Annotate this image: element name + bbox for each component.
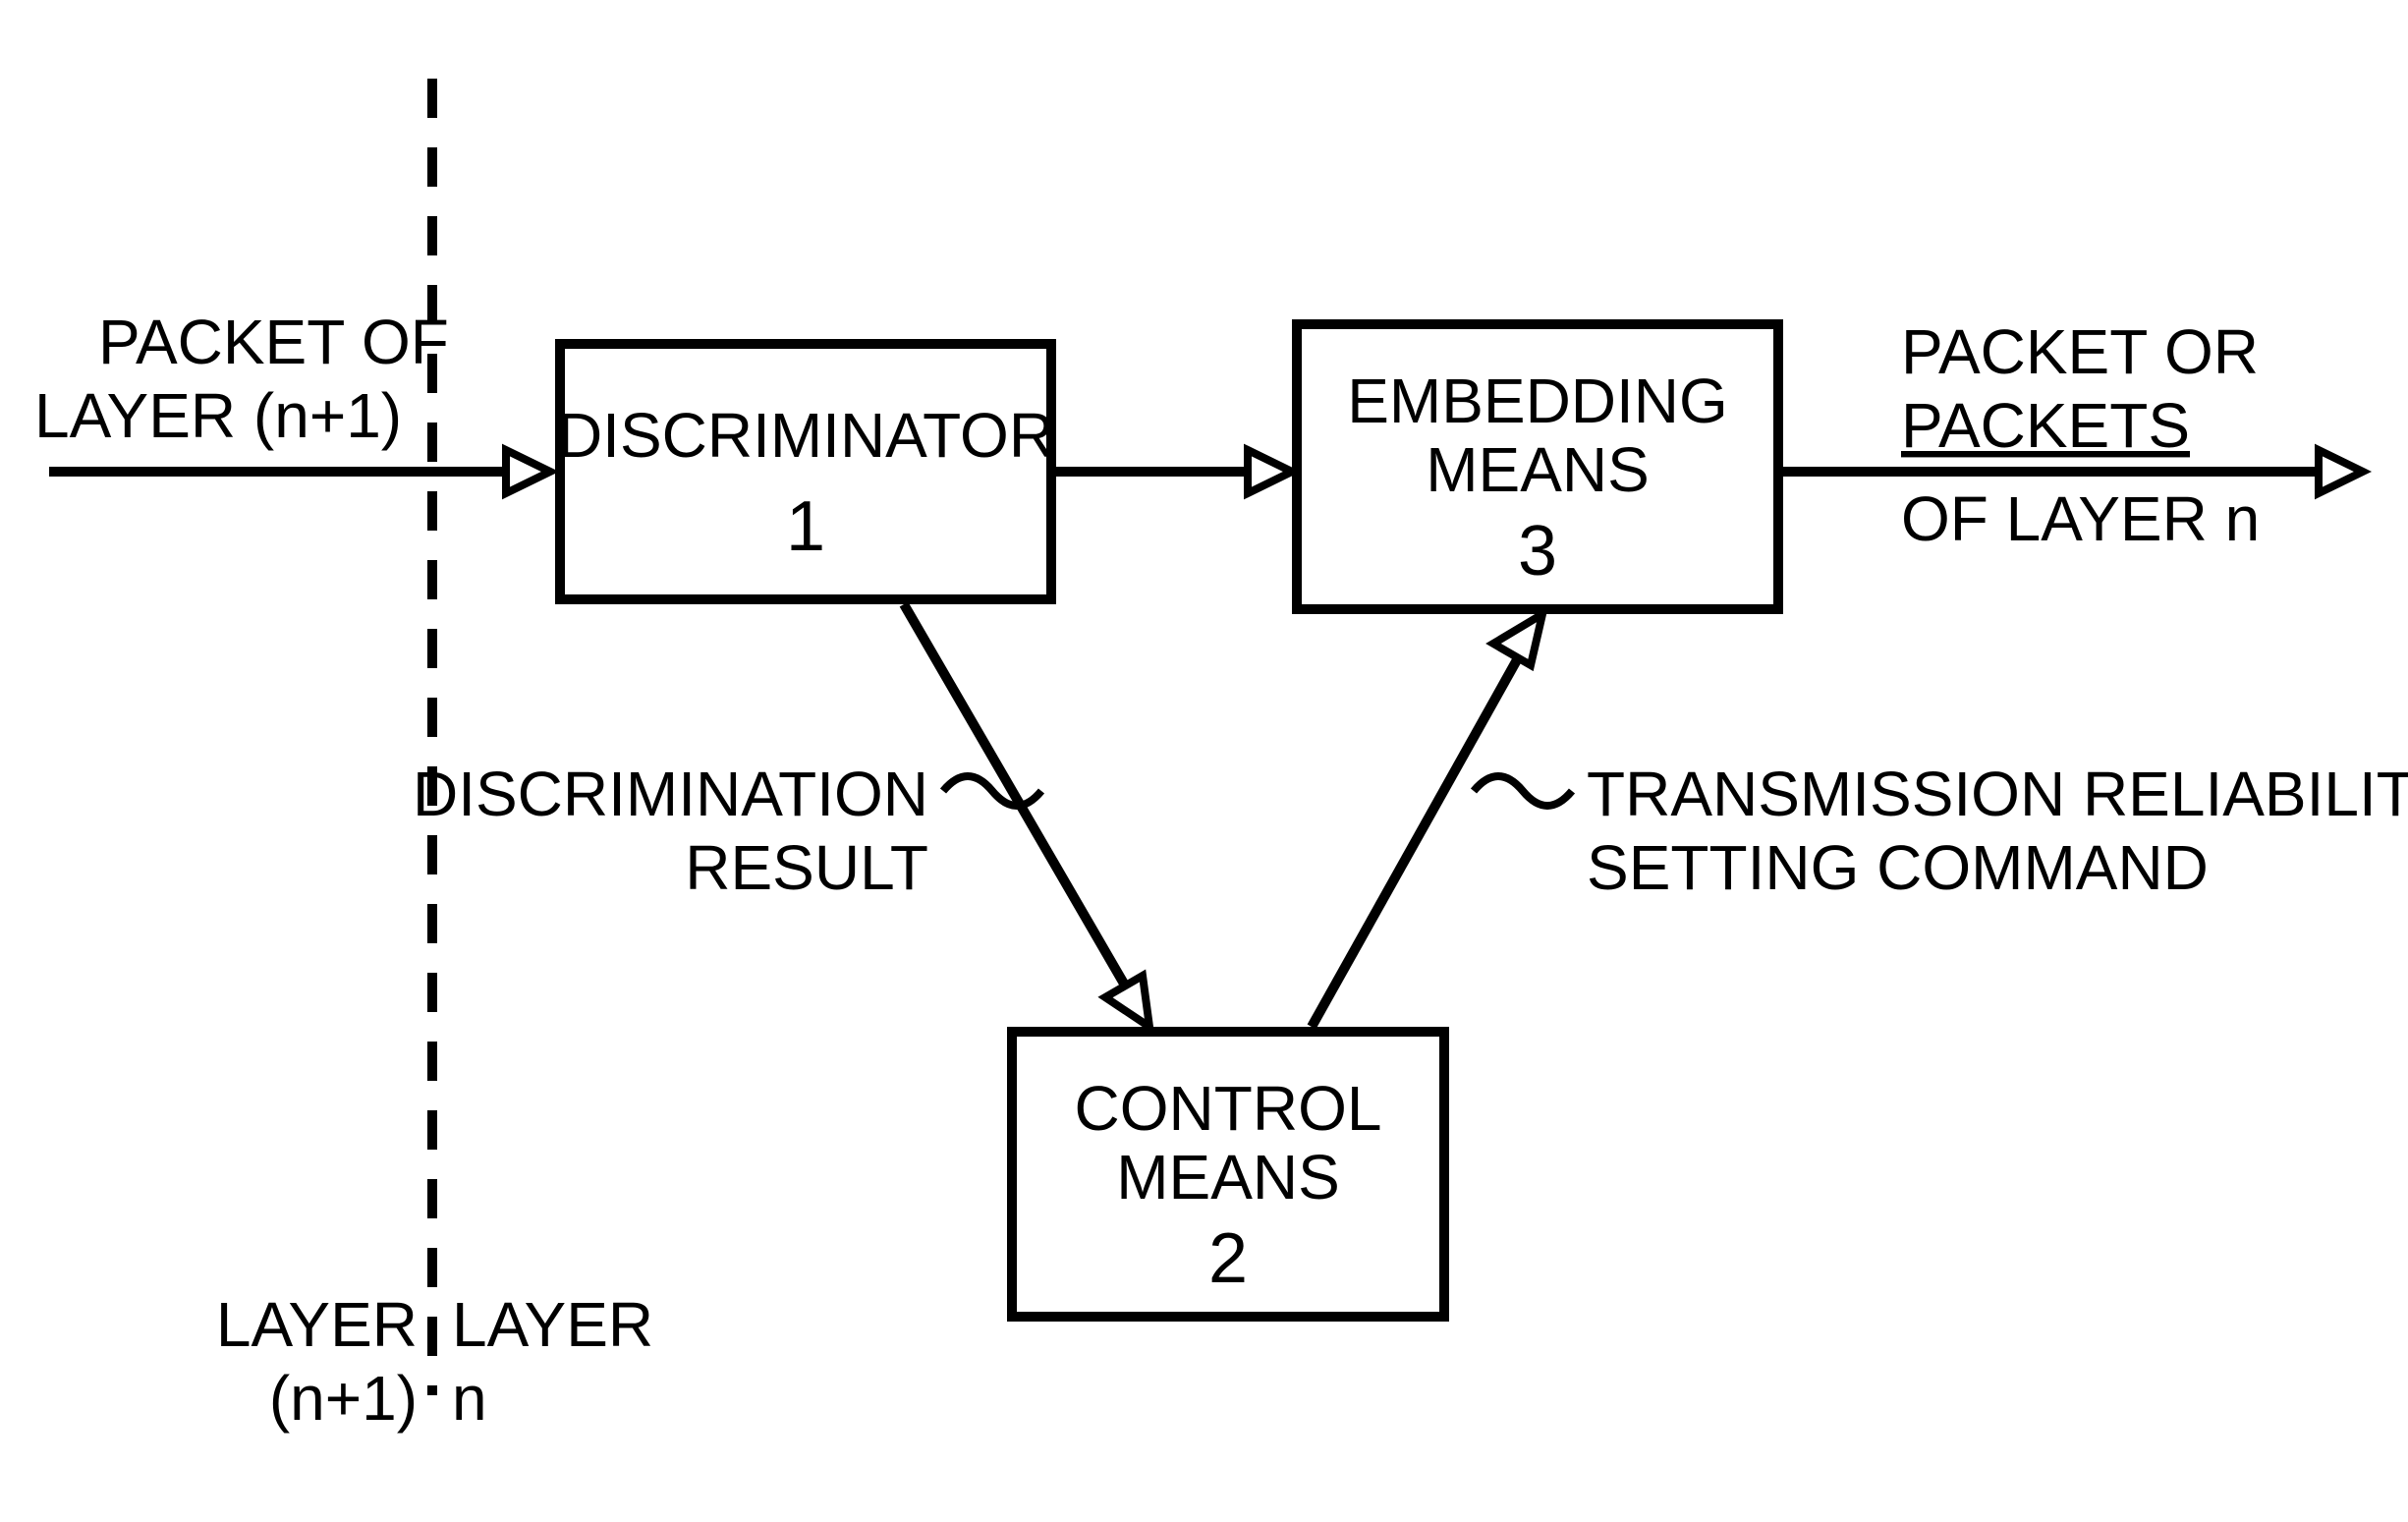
label-disc-res-2: RESULT (685, 832, 928, 903)
label-layer-left-2: (n+1) (269, 1363, 418, 1434)
box-control-num: 2 (1208, 1219, 1248, 1298)
label-disc-res-1: DISCRIMINATION (413, 759, 928, 829)
label-out-3: OF LAYER n (1901, 483, 2260, 554)
label-out-1: PACKET OR (1901, 316, 2259, 387)
arrow-ctrl-emb (1312, 641, 1528, 1027)
label-layer-right-2: n (452, 1363, 487, 1434)
arrowhead-in (506, 450, 550, 493)
label-in-2: LAYER (n+1) (34, 380, 402, 451)
arrowhead-ctrl-emb (1493, 614, 1542, 665)
label-layer-right-1: LAYER (452, 1289, 653, 1360)
box-embedding-label2: MEANS (1426, 434, 1650, 505)
arrowhead-disc-emb (1248, 450, 1292, 493)
box-embedding-num: 3 (1518, 512, 1557, 591)
box-control-label1: CONTROL (1075, 1073, 1382, 1144)
box-control-label2: MEANS (1116, 1142, 1340, 1212)
label-trans-1: TRANSMISSION RELIABILITY (1587, 759, 2408, 829)
arrowhead-out (2319, 450, 2363, 493)
label-trans-2: SETTING COMMAND (1587, 832, 2209, 903)
label-layer-left-1: LAYER (216, 1289, 418, 1360)
label-out-2: PACKETS (1901, 390, 2190, 461)
arrowhead-disc-ctrl (1105, 976, 1149, 1027)
tilde-disc-result (943, 776, 1041, 806)
diagram-canvas: DISCRIMINATOR 1 EMBEDDING MEANS 3 CONTRO… (0, 0, 2408, 1522)
box-discriminator-num: 1 (786, 487, 825, 566)
box-embedding-label1: EMBEDDING (1347, 366, 1728, 436)
label-in-1: PACKET OF (98, 307, 449, 377)
box-discriminator-label: DISCRIMINATOR (557, 400, 1054, 471)
tilde-trans-cmd (1474, 776, 1572, 806)
